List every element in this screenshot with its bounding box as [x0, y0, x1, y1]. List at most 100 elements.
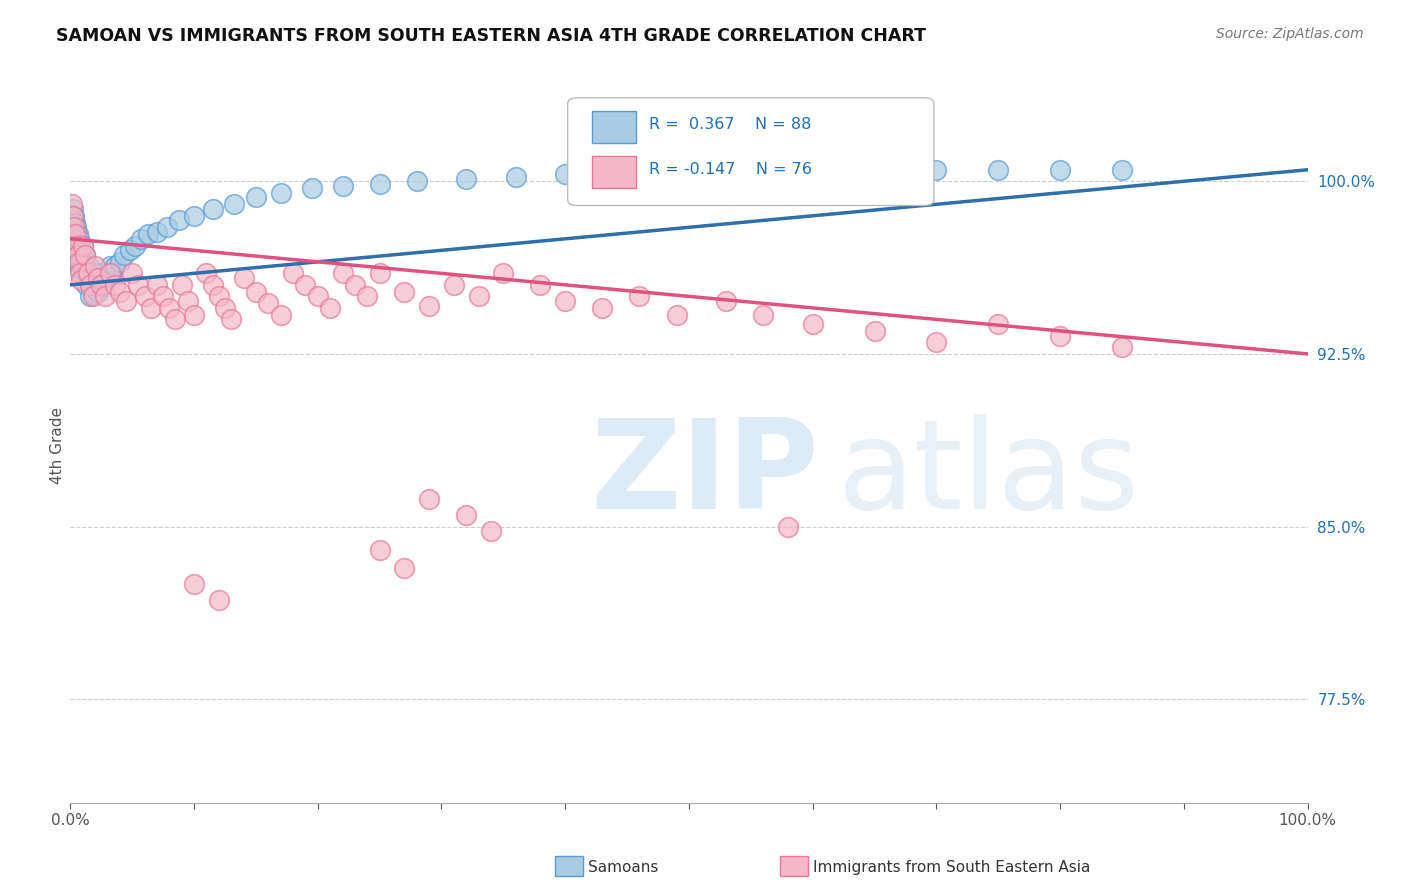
Point	[75, 248, 97, 262]
Point	[62, 209, 84, 223]
Point	[65, 238, 87, 252]
Point	[183, 577, 205, 591]
Point	[63, 244, 86, 258]
Point	[152, 289, 174, 303]
Point	[332, 178, 354, 193]
Point	[72, 250, 94, 264]
Text: Immigrants from South Eastern Asia: Immigrants from South Eastern Asia	[813, 860, 1090, 874]
Point	[115, 293, 138, 308]
Point	[66, 250, 89, 264]
Point	[83, 287, 105, 301]
Point	[69, 250, 91, 264]
Point	[75, 266, 97, 280]
Point	[65, 255, 87, 269]
Text: R =  0.367    N = 88: R = 0.367 N = 88	[650, 118, 811, 132]
Point	[65, 227, 87, 242]
Point	[232, 271, 254, 285]
Point	[67, 244, 90, 258]
Point	[73, 255, 96, 269]
Point	[94, 289, 117, 303]
Point	[146, 225, 169, 239]
Point	[69, 266, 91, 280]
Point	[456, 172, 478, 186]
Text: Source: ZipAtlas.com: Source: ZipAtlas.com	[1216, 27, 1364, 41]
Point	[93, 277, 115, 292]
Point	[75, 248, 97, 262]
Point	[136, 227, 159, 242]
Point	[405, 174, 427, 188]
Point	[60, 232, 83, 246]
Point	[84, 260, 107, 274]
Point	[208, 289, 231, 303]
Bar	[592, 111, 636, 143]
Point	[177, 293, 200, 308]
Point	[118, 244, 141, 258]
Point	[90, 273, 112, 287]
Point	[60, 220, 83, 235]
Point	[76, 271, 98, 285]
Point	[65, 238, 87, 252]
Point	[418, 299, 440, 313]
Point	[492, 266, 515, 280]
Point	[628, 289, 651, 303]
Point	[479, 524, 502, 538]
Point	[67, 255, 90, 269]
Point	[90, 277, 112, 292]
Y-axis label: 4th Grade: 4th Grade	[49, 408, 65, 484]
Point	[104, 277, 127, 292]
Point	[1111, 340, 1133, 354]
Point	[65, 232, 87, 246]
Point	[134, 289, 156, 303]
Point	[1049, 162, 1071, 177]
Point	[554, 293, 576, 308]
Point	[157, 301, 180, 315]
Point	[170, 277, 193, 292]
Point	[156, 220, 179, 235]
Point	[79, 277, 101, 292]
Point	[925, 162, 948, 177]
Point	[554, 167, 576, 181]
Point	[108, 255, 131, 269]
Point	[257, 296, 280, 310]
Point	[82, 289, 104, 303]
Point	[72, 238, 94, 252]
Point	[456, 508, 478, 522]
Point	[60, 209, 83, 223]
Point	[245, 285, 267, 299]
Point	[740, 165, 762, 179]
Point	[863, 165, 886, 179]
Point	[65, 227, 87, 242]
Point	[418, 491, 440, 506]
Point	[368, 542, 391, 557]
Point	[67, 232, 90, 246]
Point	[98, 266, 121, 280]
Point	[86, 271, 108, 285]
Point	[63, 209, 86, 223]
Point	[356, 289, 378, 303]
Point	[1049, 328, 1071, 343]
Point	[307, 289, 329, 303]
Point	[121, 266, 143, 280]
Point	[270, 186, 292, 200]
Point	[104, 260, 127, 274]
Point	[76, 266, 98, 280]
Point	[281, 266, 304, 280]
Point	[270, 308, 292, 322]
Point	[101, 266, 124, 280]
Point	[201, 202, 224, 216]
FancyBboxPatch shape	[568, 98, 934, 205]
Point	[65, 244, 87, 258]
Point	[368, 266, 391, 280]
Point	[66, 227, 89, 242]
Point	[214, 301, 236, 315]
Point	[94, 271, 117, 285]
Point	[208, 593, 231, 607]
Point	[62, 225, 84, 239]
Point	[665, 308, 688, 322]
Point	[987, 317, 1010, 331]
Point	[67, 255, 90, 269]
Point	[65, 220, 87, 235]
Point	[77, 271, 100, 285]
Point	[301, 181, 323, 195]
Point	[84, 271, 107, 285]
